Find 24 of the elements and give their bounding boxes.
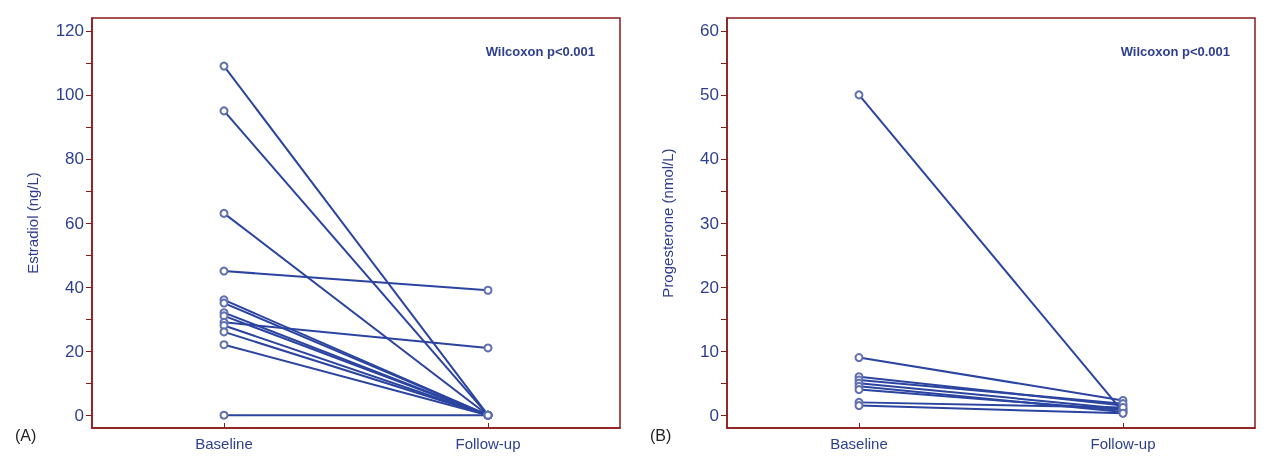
y-tick-label: 60 bbox=[700, 21, 719, 41]
y-tick-label: 20 bbox=[700, 277, 719, 297]
y-tick-label: 40 bbox=[65, 277, 84, 297]
x-tick-label: Baseline bbox=[195, 435, 253, 452]
y-tick-label: 50 bbox=[700, 85, 719, 105]
y-tick-label: 10 bbox=[700, 341, 719, 361]
x-tick-label: Baseline bbox=[830, 435, 888, 452]
annotation: Wilcoxon p<0.001 bbox=[1120, 44, 1231, 59]
y-tick-label: 0 bbox=[709, 405, 719, 425]
y-tick-label: 0 bbox=[74, 405, 84, 425]
y-tick-label: 40 bbox=[700, 149, 719, 169]
y-axis-title: Progesterone (nmol/L) bbox=[659, 148, 676, 298]
y-tick-label: 120 bbox=[55, 21, 84, 41]
y-tick-label: 30 bbox=[700, 213, 719, 233]
y-tick-label: 60 bbox=[65, 213, 84, 233]
text: (B) bbox=[650, 426, 672, 444]
x-tick-label: Follow-up bbox=[1090, 435, 1156, 452]
y-tick-label: 100 bbox=[55, 85, 84, 105]
x-tick-label: Follow-up bbox=[455, 435, 521, 452]
y-axis-title: Estradiol (ng/L) bbox=[24, 172, 41, 274]
annotation: Wilcoxon p<0.001 bbox=[485, 44, 596, 59]
y-tick-label: 20 bbox=[65, 341, 84, 361]
text: (A) bbox=[15, 426, 37, 444]
y-tick-label: 80 bbox=[65, 149, 84, 169]
